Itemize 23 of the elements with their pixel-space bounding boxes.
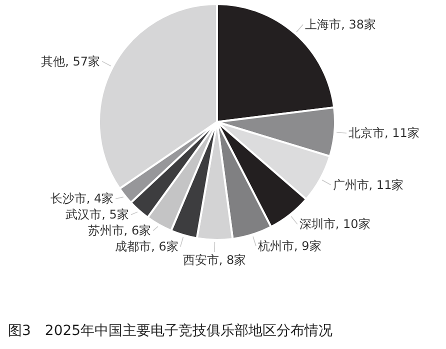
slice-label: 成都市: [115, 240, 152, 254]
data-label: , 57家: [65, 54, 100, 68]
slice-label: 武汉市: [66, 208, 102, 222]
data-label: , 10家: [335, 217, 370, 232]
slice-label: 北京市: [348, 126, 385, 140]
slice-label: 苏州市: [88, 224, 124, 238]
slice-label: 杭州市: [256, 239, 294, 254]
data-label: , 4家: [86, 192, 114, 206]
slice-label: 其他: [41, 54, 66, 68]
slice-label: 上海市: [305, 18, 342, 32]
text: 图3 2025年中国主要电子竞技俱乐部地区分布情况: [8, 323, 333, 339]
data-label: , 6家: [124, 224, 152, 238]
data-label: , 11家: [368, 178, 404, 192]
data-label: , 11家: [384, 126, 420, 140]
data-label: , 8家: [218, 252, 246, 267]
slice-label: 广州市: [332, 178, 369, 192]
slice-label: 西安市: [182, 252, 219, 267]
data-label: , 9家: [294, 239, 322, 254]
data-label: , 38家: [341, 18, 376, 32]
slice-label: 长沙市: [50, 192, 86, 206]
data-label: , 5家: [102, 208, 129, 222]
slice-label: 深圳市: [299, 217, 336, 232]
data-label: , 6家: [151, 240, 178, 254]
